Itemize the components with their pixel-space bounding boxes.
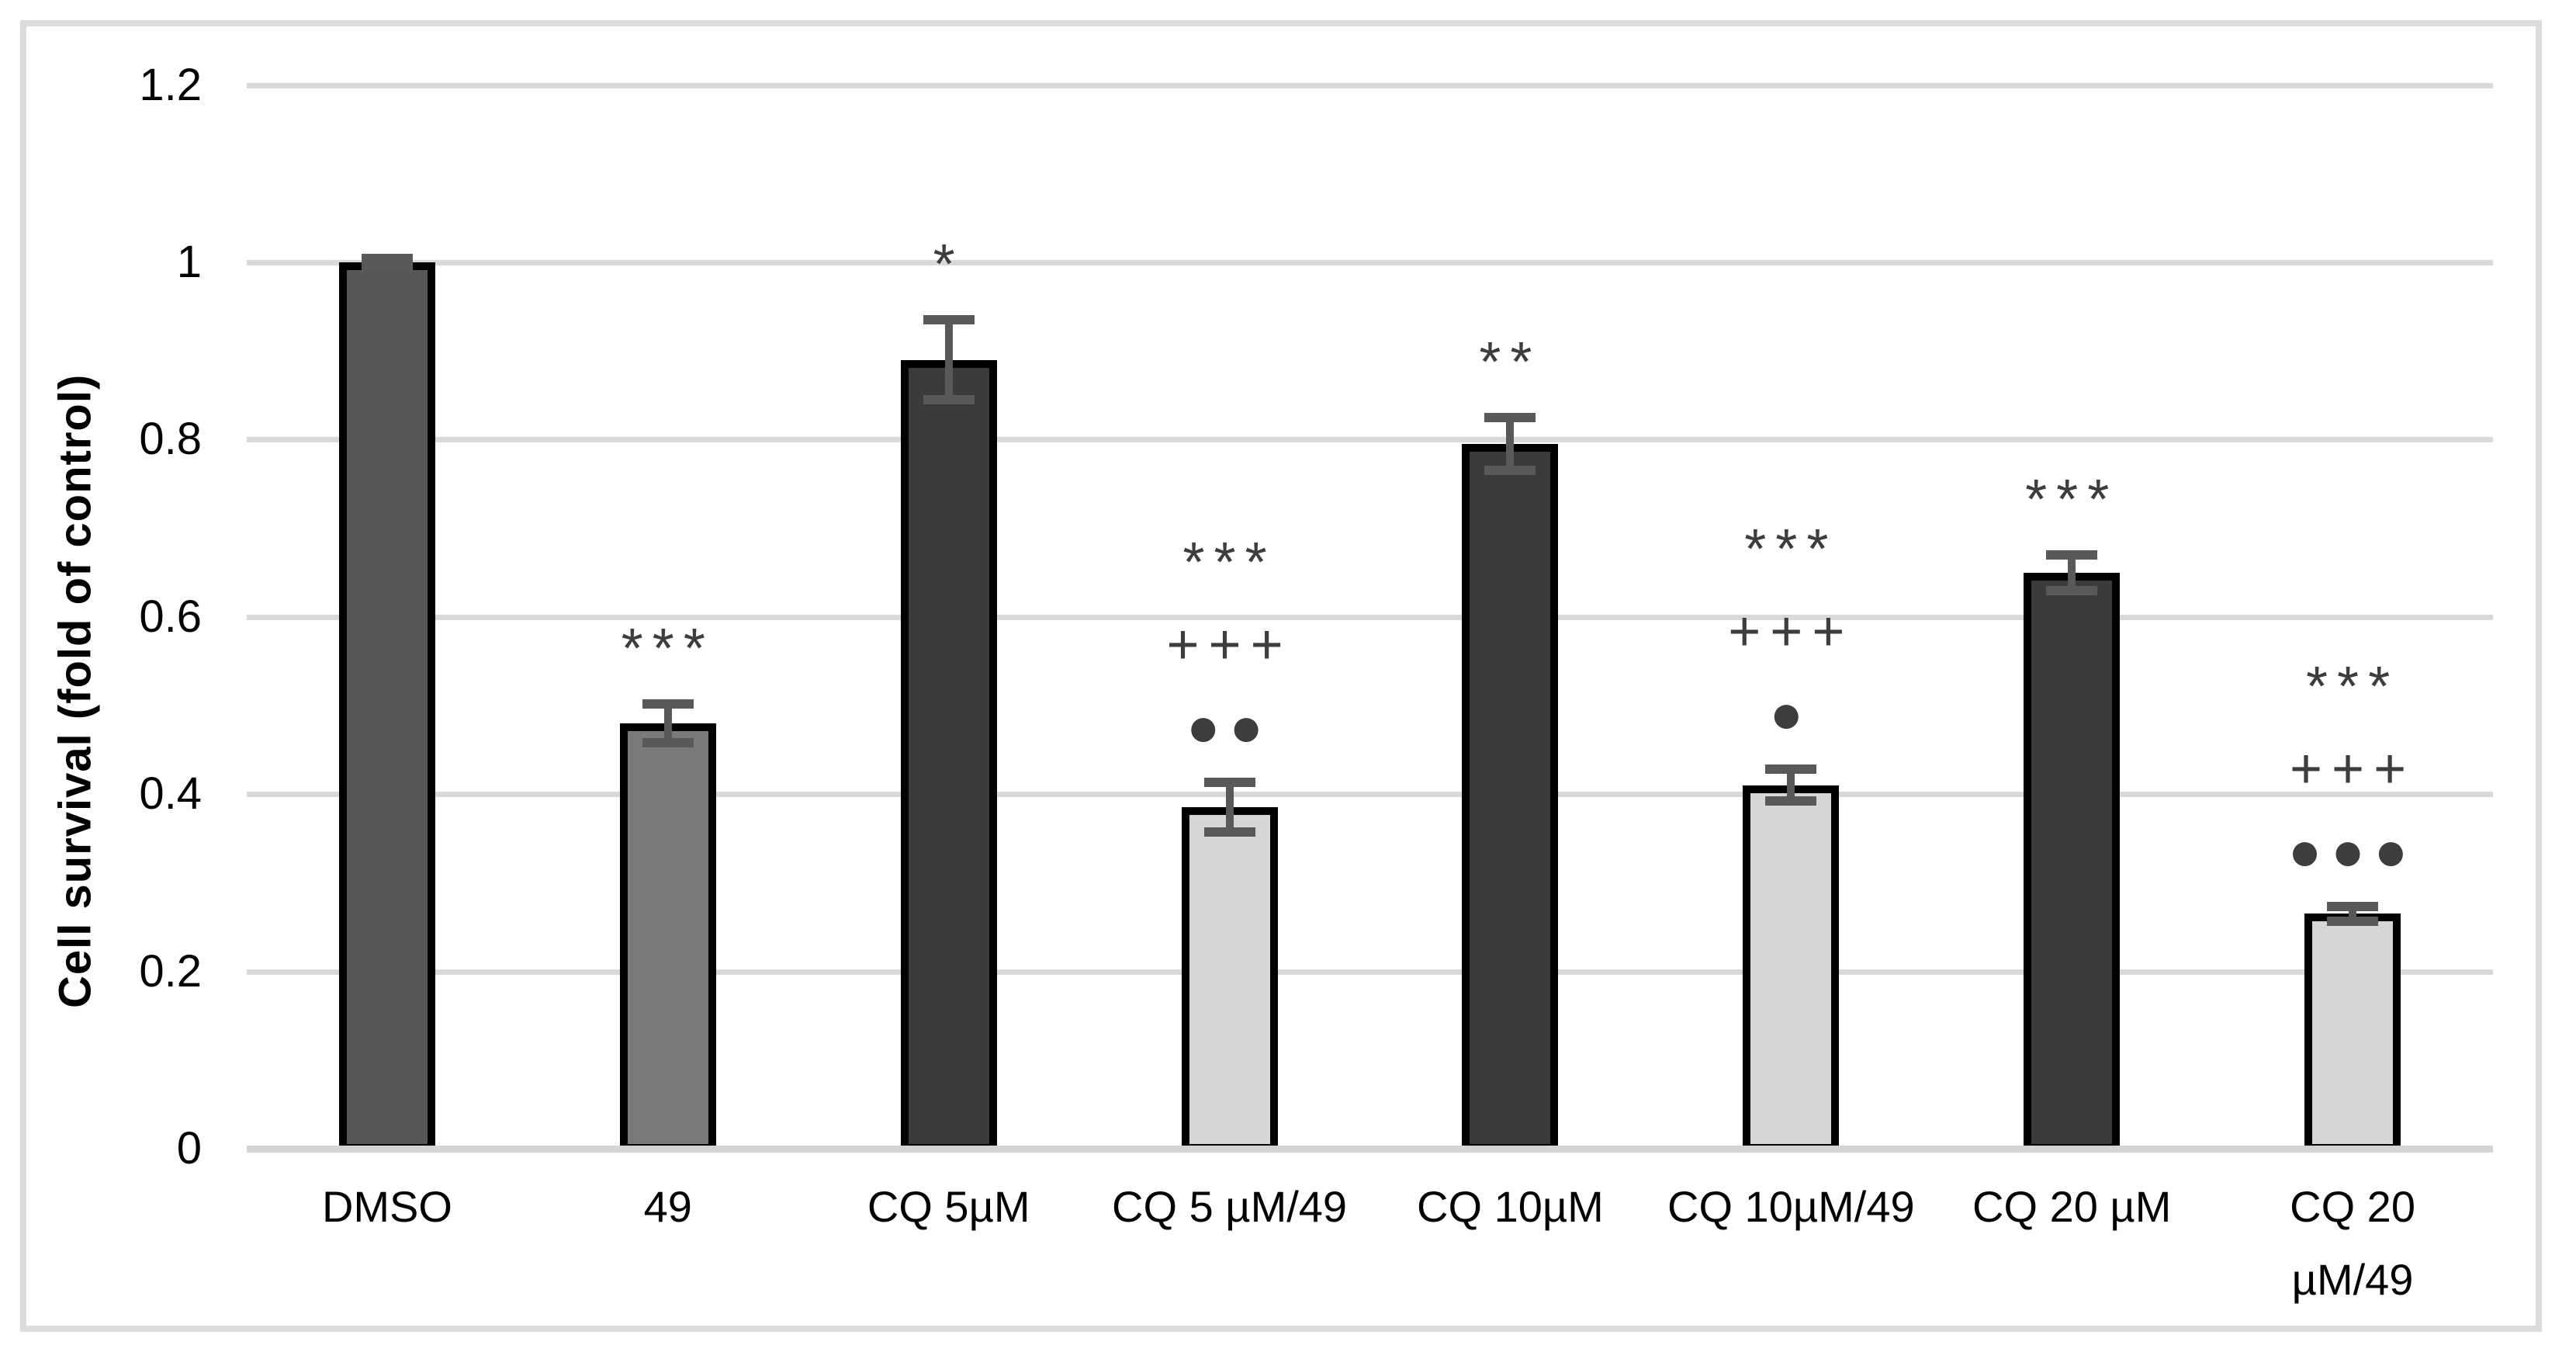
error-bar-cap-bottom: [1203, 827, 1255, 837]
gridline: [247, 82, 2493, 88]
chart-frame: [20, 20, 2542, 1332]
bar-CQ-10-M: [1462, 444, 1559, 1152]
x-tick-label: CQ 20 µM: [1931, 1170, 2212, 1243]
x-tick-line: CQ 10µM: [1417, 1182, 1604, 1231]
bar-CQ-20-M: [2024, 572, 2121, 1152]
x-tick-line: DMSO: [321, 1182, 452, 1231]
significance-symbols: ***: [2306, 656, 2400, 719]
significance-symbols: +++: [1728, 601, 1854, 664]
significance-symbols: ***: [2025, 468, 2119, 531]
error-bar-cap-top: [1203, 778, 1255, 788]
error-bar-cap-top: [2327, 902, 2379, 912]
significance-annotation: *** +++ ●●: [1089, 522, 1370, 768]
significance-annotation: *** +++ ●●●: [2212, 646, 2493, 893]
error-bar-cap-bottom: [642, 737, 694, 747]
x-tick-label: DMSO: [247, 1170, 528, 1243]
x-tick-label: CQ 5 µM/49: [1089, 1170, 1370, 1243]
significance-symbols: *: [933, 234, 964, 296]
significance-symbols: ***: [1182, 532, 1276, 595]
error-bar-cap-top: [1484, 412, 1536, 422]
error-bar-stem: [1225, 782, 1234, 833]
x-tick-label: 49: [528, 1170, 808, 1243]
error-bar-cap-bottom: [1765, 796, 1817, 806]
gridline: [247, 969, 2493, 975]
error-bar-stem: [2349, 907, 2357, 921]
significance-annotation: ***: [1931, 459, 2212, 541]
x-tick-line: µM/49: [2291, 1255, 2414, 1304]
x-tick-label: CQ 5µM: [808, 1170, 1089, 1243]
y-tick-label: 0.6: [139, 591, 202, 642]
error-bar-stem: [944, 320, 953, 400]
significance-annotation: **: [1370, 321, 1651, 404]
y-tick-label: 0.4: [139, 768, 202, 820]
error-bar-cap-bottom: [2327, 916, 2379, 926]
x-tick-line: CQ 10µM/49: [1667, 1182, 1915, 1231]
significance-symbols: +++: [2289, 738, 2416, 801]
bar-DMSO: [338, 262, 435, 1152]
x-tick-line: CQ 20: [2290, 1182, 2415, 1231]
significance-symbols: ***: [1744, 518, 1838, 581]
error-bar-stem: [1787, 769, 1795, 802]
error-bar-cap-top: [923, 315, 975, 325]
significance-annotation: *** +++ ●: [1650, 508, 1931, 755]
bar-49: [619, 723, 716, 1152]
significance-symbols: +++: [1166, 614, 1293, 677]
significance-symbols: ●●: [1186, 696, 1273, 759]
error-bar-stem: [2068, 554, 2076, 591]
significance-symbols: **: [1479, 331, 1542, 394]
significance-annotation: ***: [528, 608, 808, 690]
error-bar-cap-bottom: [361, 261, 413, 271]
significance-symbols: ***: [621, 617, 715, 680]
bar-CQ-20-M-49: [2304, 914, 2401, 1152]
significance-symbols: ●●●: [2287, 820, 2418, 883]
bar-CQ-5-M-49: [1181, 807, 1278, 1152]
error-bar-cap-top: [1765, 764, 1817, 775]
y-tick-label: 1.2: [139, 59, 202, 110]
error-bar-cap-top: [361, 254, 413, 264]
error-bar-stem: [1506, 417, 1515, 471]
error-bar-cap-top: [642, 699, 694, 709]
x-tick-line: CQ 5 µM/49: [1112, 1182, 1348, 1231]
x-tick-label: CQ 10µM/49: [1650, 1170, 1931, 1243]
significance-annotation: *: [808, 224, 1089, 306]
x-axis-line: [247, 1146, 2493, 1153]
x-tick-label: CQ 10µM: [1370, 1170, 1651, 1243]
significance-symbols: ●: [1769, 683, 1813, 746]
x-tick-line: 49: [643, 1182, 692, 1231]
error-bar-cap-bottom: [1484, 466, 1536, 476]
error-bar-stem: [663, 703, 672, 743]
error-bar-cap-bottom: [923, 395, 975, 404]
y-tick-label: 1: [176, 237, 202, 287]
x-tick-label: CQ 20 µM/49: [2212, 1170, 2493, 1316]
gridline: [247, 792, 2493, 798]
y-tick-label: 0: [176, 1123, 202, 1174]
error-bar-cap-top: [2046, 550, 2098, 560]
gridline: [247, 614, 2493, 620]
bar-CQ-10-M-49: [1743, 785, 1840, 1152]
error-bar-cap-bottom: [2046, 585, 2098, 595]
bar-CQ-5-M: [900, 359, 997, 1152]
x-tick-line: CQ 20 µM: [1972, 1182, 2172, 1231]
gridline: [247, 260, 2493, 265]
gridline: [247, 437, 2493, 443]
x-tick-line: CQ 5µM: [867, 1182, 1030, 1231]
y-tick-label: 0.2: [139, 945, 202, 997]
y-tick-label: 0.8: [139, 414, 202, 465]
